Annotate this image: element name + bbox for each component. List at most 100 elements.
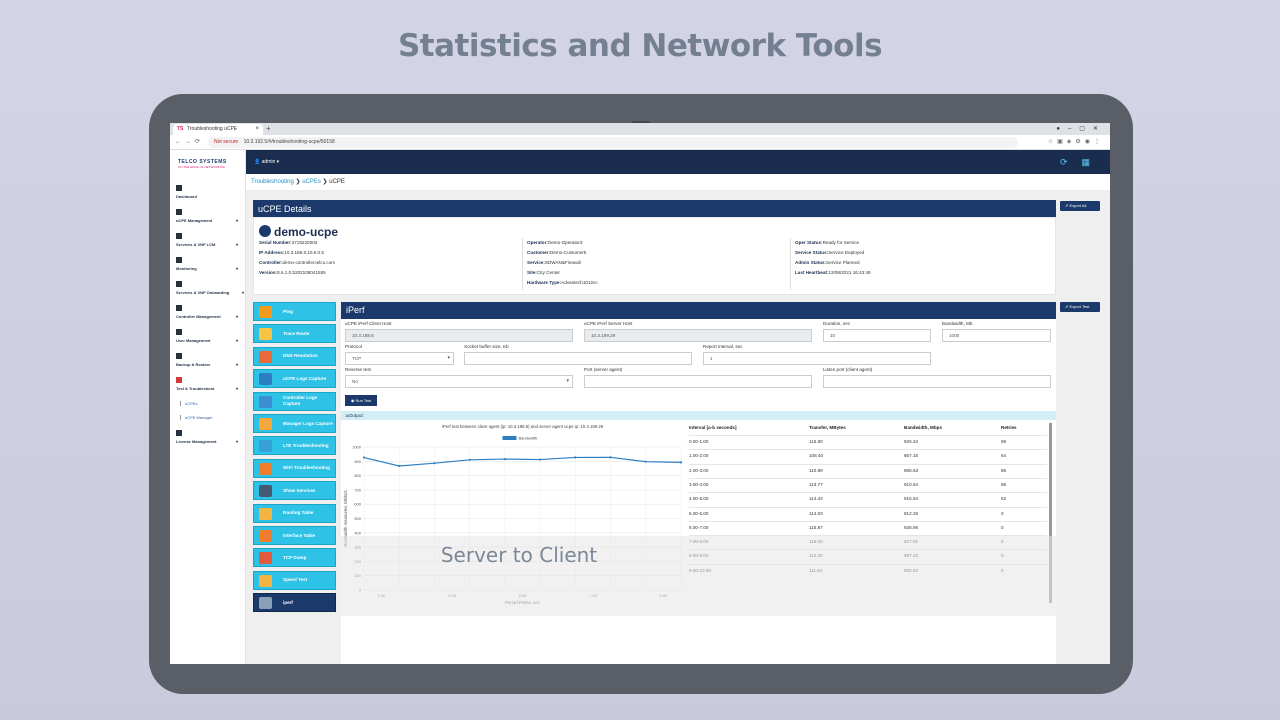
protocol-select[interactable]: TCP [345, 352, 454, 365]
nav-controller-management[interactable]: Controller Management ▾ [176, 305, 238, 319]
nav-test-troubleshoot[interactable]: Test & Troubleshoot ▾ [176, 377, 238, 391]
router-icon [259, 225, 271, 237]
duration-input[interactable]: 10 [823, 329, 931, 342]
browser-tabbar: TS Troubleshooting uCPE × + ●–▢✕ [170, 123, 1110, 135]
detail-key: Admin Status: [795, 260, 827, 265]
url-bar[interactable]: Not secure 10.3.192.5/#/troubleshooting-… [208, 137, 1018, 148]
speedometer-icon [259, 574, 272, 587]
dns-icon [259, 350, 272, 363]
reverse-test-select[interactable]: No [345, 375, 573, 388]
tool-label: LTE Troubleshooting [283, 442, 329, 448]
data-point [679, 461, 683, 464]
tab-title: Troubleshooting uCPE [187, 126, 238, 132]
detail-operator: Operator:Demo-Operator3 [527, 238, 582, 248]
client-host-input[interactable]: 10.3.188.6 [345, 329, 573, 342]
nav-monitoring[interactable]: Monitoring ▾ [176, 257, 238, 271]
nav-label: Services & VNF LCM [176, 242, 216, 247]
grid-icon[interactable]: ▦ [1081, 157, 1104, 167]
tool-label: uCPE Logs Capture [283, 375, 327, 381]
run-test-label: Run Test [355, 398, 372, 403]
table-cell: 910.54 [904, 481, 919, 487]
table-row-divider [689, 449, 1047, 451]
detail-key: Service: [527, 260, 545, 265]
tool-ucpe-logs-capture[interactable]: uCPE Logs Capture [253, 369, 336, 389]
nav-backup-restore[interactable]: Backup & Restore ▾ [176, 353, 238, 367]
nav-user-management[interactable]: User Management ▾ [176, 329, 238, 343]
export-all-button[interactable]: ⇗ Export All [1060, 201, 1100, 211]
data-point [609, 456, 612, 459]
window-controls[interactable]: ●–▢✕ [1056, 126, 1106, 132]
refresh-icon[interactable]: ⟳ [1059, 157, 1082, 167]
interface-icon [259, 530, 272, 542]
tool-ping[interactable]: Ping [253, 302, 336, 321]
subnav-ucpes[interactable]: uCPEs [180, 401, 197, 406]
nav-label: Controller Management [176, 314, 221, 319]
tool-tcp-dump[interactable]: TCP Dump [253, 548, 336, 568]
telco-logo: TELCO SYSTEMS ON THE EDGE OF NETWORKING [178, 159, 227, 169]
license-icon [176, 430, 182, 436]
routing-icon [259, 507, 272, 520]
reverse-test-label: Reverse test [345, 367, 371, 372]
detail-site: Site:City Center [527, 268, 560, 278]
breadcrumb-ucpe: uCPE [329, 179, 345, 185]
tool-wifi-troubleshooting[interactable]: WiFi Troubleshooting [253, 458, 336, 478]
detail-value: SDWAN&Firewall [544, 260, 581, 265]
breadcrumb-ucpes[interactable]: uCPEs [302, 179, 321, 185]
listen-port-label: Listen port (client agent) [823, 367, 873, 372]
breadcrumb-troubleshooting[interactable]: Troubleshooting [251, 179, 294, 185]
detail-value: Demo-Customer5 [549, 250, 587, 255]
ucpe-details-header: uCPE Details [253, 200, 1056, 218]
top-navbar: 👤 admin ▾ ⟳▦ [246, 150, 1110, 174]
nav-license-management[interactable]: License Management ▾ [176, 430, 238, 444]
ucpe-details-panel: demo-ucpe Serial Number:3719220003 IP Ad… [253, 217, 1056, 295]
table-row-divider [689, 435, 1047, 436]
detail-value: 10.3.188.6,10.6.0.5 [284, 250, 324, 255]
new-tab-icon[interactable]: + [266, 124, 271, 133]
tool-lte-troubleshooting[interactable]: LTE Troubleshooting [253, 436, 336, 456]
detail-controller: Controller:demo-controller.telco.com [259, 258, 335, 268]
nav-label: User Management [176, 338, 211, 343]
tool-controller-logs-capture[interactable]: Controller Logs Capture [253, 391, 336, 411]
subnav-ucpe-manager[interactable]: uCPE Manager [180, 415, 212, 420]
export-test-button[interactable]: ⇗ Export Test [1060, 302, 1100, 312]
controller-icon [176, 305, 182, 311]
tool-interface-table[interactable]: Interface Table [253, 526, 336, 545]
tool-label: Trace Route [283, 330, 310, 336]
tool-speed-test[interactable]: Speed Test [253, 570, 336, 590]
table-cell: 115.87 [809, 524, 823, 530]
nav-ucpe-management[interactable]: uCPE Management ▾ [176, 209, 238, 223]
tool-show-services[interactable]: Show Services [253, 481, 336, 501]
chevron-down-icon: ▾ [236, 266, 239, 271]
browser-nav-icons[interactable]: ←→⟳ [175, 139, 205, 145]
socket-buffer-input[interactable] [464, 352, 692, 365]
nav-label: Monitoring [176, 266, 197, 271]
tool-trace-route[interactable]: Trace Route [253, 324, 336, 344]
export-test-label: Export Test [1069, 304, 1090, 309]
report-interval-input[interactable]: 1 [703, 352, 931, 365]
nav-dashboard[interactable]: Dashboard [176, 185, 197, 199]
tool-label: Show Services [283, 487, 316, 493]
bandwidth-input[interactable]: 1000 [942, 329, 1051, 342]
chevron-down-icon: ▾ [236, 338, 239, 343]
device-name-text: demo-ucpe [274, 225, 339, 239]
extension-icons[interactable]: ☆▣◈⚙◉⋮ [1047, 139, 1104, 145]
scrollbar[interactable] [1049, 423, 1052, 603]
detail-last-heartbeat: Last Heartbeat:13/08/2021 16:43:49 [795, 268, 871, 278]
port-server-input[interactable] [584, 375, 812, 388]
run-test-button[interactable]: ◉ Run Test [345, 395, 377, 406]
browser-tab[interactable]: TS Troubleshooting uCPE × [173, 124, 263, 135]
chevron-down-icon: ▾ [236, 314, 239, 319]
nav-services-vnf-lcm[interactable]: Services & VNF LCM ▾ [176, 233, 238, 247]
close-tab-icon[interactable]: × [255, 126, 259, 132]
tool-manager-logs-capture[interactable]: Manager Logs Capture [253, 414, 336, 433]
tool-routing-table[interactable]: Routing Table [253, 503, 336, 523]
nav-services-onboarding[interactable]: Services & VNF Onboarding ▾ [176, 281, 244, 295]
listen-port-input[interactable] [823, 375, 1051, 388]
user-icon [176, 329, 182, 335]
tool-iperf[interactable]: iperf [253, 593, 336, 613]
server-host-input[interactable]: 10.3.199.29 [584, 329, 812, 342]
tool-dns-resolution[interactable]: DNS Resolution [253, 346, 336, 366]
series-line [363, 456, 682, 467]
user-menu[interactable]: 👤 admin ▾ [254, 159, 280, 165]
data-point [574, 456, 577, 459]
